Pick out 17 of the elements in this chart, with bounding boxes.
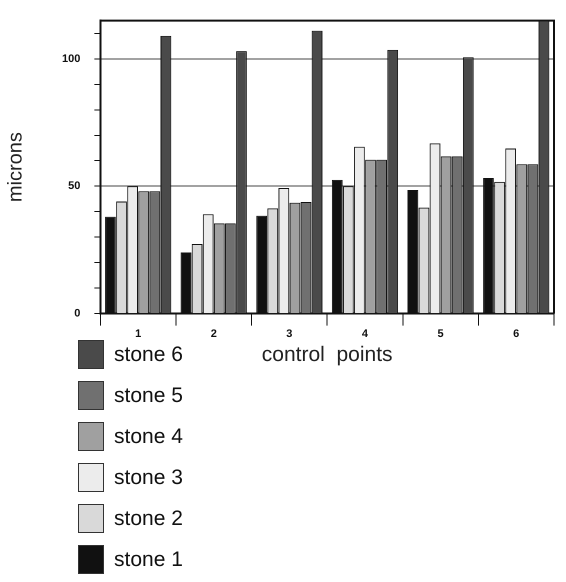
- y-tick-label: 50: [68, 180, 80, 192]
- y-tick-label: 0: [74, 308, 80, 320]
- y-tick-label: 100: [62, 52, 80, 65]
- y-axis-title: microns: [4, 132, 27, 202]
- legend-label: stone 5: [114, 384, 183, 408]
- legend-label: stone 1: [114, 548, 183, 572]
- x-tick-label: 4: [362, 328, 369, 340]
- legend-label: stone 3: [114, 466, 183, 490]
- x-tick-label: 3: [286, 328, 292, 340]
- x-axis-title: control points: [262, 343, 393, 366]
- legend-label: stone 2: [114, 506, 183, 530]
- legend-label: stone 4: [114, 424, 183, 448]
- x-tick-label: 5: [438, 328, 444, 340]
- x-tick-label: 1: [135, 328, 142, 340]
- x-tick-label: 2: [210, 328, 217, 340]
- x-tick-label: 6: [513, 328, 520, 340]
- legend-label: stone 6: [114, 342, 183, 366]
